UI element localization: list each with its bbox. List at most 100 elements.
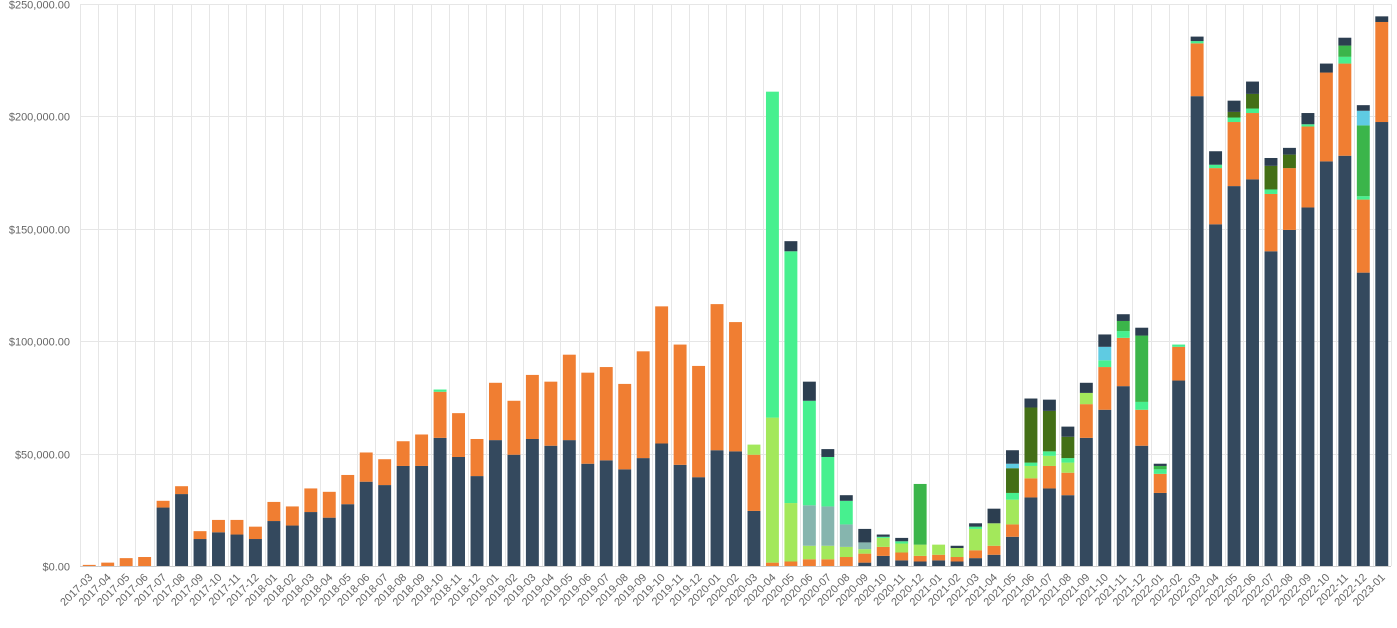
bar-segment [876,555,890,566]
bar-segment [1061,458,1075,463]
bar-segment [895,537,909,542]
bar-segment [525,438,539,566]
bar-segment [1042,399,1056,411]
bar-segment [784,241,798,252]
bar-segment [1079,404,1093,438]
bar-segment [895,560,909,566]
bar-segment [802,400,816,506]
bar-segment [821,506,835,546]
bar-segment [1375,122,1389,567]
bar-segment [1301,113,1315,125]
bar-segment [729,451,742,566]
bar-segment [212,519,225,533]
bar-segment [1246,108,1259,114]
bar-segment [1356,110,1370,126]
bar-segment [1061,462,1075,473]
bar-segment [618,469,632,566]
bar-segment [1190,36,1204,42]
bar-segment [1264,193,1278,252]
bar-segment [1282,229,1296,567]
bar-segment [858,528,872,543]
bar-segment [1172,380,1186,566]
bar-segment [525,374,539,439]
bar-segment [341,474,355,505]
bar-segment [1098,334,1112,347]
bar-segment [950,545,964,549]
bar-segment [655,306,669,444]
bar-segment [1098,409,1112,566]
bar-segment [470,476,484,566]
bar-segment [821,449,835,457]
bar-segment [470,438,484,477]
bar-segment [322,491,336,518]
bar-segment [1098,367,1112,410]
bar-segment [784,561,798,566]
bar-segment [1264,157,1278,166]
bar-segment [433,391,447,438]
bar-segment [1264,165,1278,190]
bar-segment [230,534,244,566]
bar-segment [655,443,669,566]
bar-segment [285,525,299,566]
bar-segment [1079,392,1093,405]
bar-segment [765,91,779,418]
bar-segment [913,555,927,562]
bar-segment [932,560,946,566]
bar-segment [1024,497,1038,566]
bar-segment [673,464,687,566]
bar-segment [489,440,502,566]
bar-segment [950,548,964,558]
bar-segment [156,507,170,566]
bar-segment [839,546,853,558]
bar-segment [969,526,983,529]
bar-segment [452,456,465,566]
bar-segment [1153,492,1167,566]
bar-segment [673,344,687,465]
bar-segment [932,544,946,555]
bar-segment [1079,382,1093,393]
bar-segment [839,524,853,547]
bar-segment [821,545,835,560]
bar-segment [193,539,207,566]
bar-segment [1246,179,1259,566]
bar-segment [544,445,558,566]
bar-segment [913,483,927,545]
bar-segment [507,400,521,455]
bar-segment [1209,164,1223,169]
bar-segment [1006,450,1019,464]
bar-segment [839,500,853,525]
bar-segment [636,351,650,459]
bar-segment [1135,401,1149,410]
bar-segment [895,543,909,553]
bar-segment [1319,72,1333,162]
bar-segment [101,562,115,566]
bar-segment [1264,189,1278,194]
bar-segment [950,561,964,566]
bar-segment [175,486,189,495]
bar-segment [1153,463,1167,466]
bar-segment [248,539,262,566]
bar-segment [618,383,632,470]
bar-segment [784,503,798,562]
y-tick-label: $250,000.00 [9,0,70,12]
bar-segment [396,465,410,566]
bar-segment [1190,96,1204,567]
bar-segment [1006,499,1019,525]
bar-segment [747,510,761,566]
y-tick-label: $50,000.00 [15,450,70,462]
bar-segment [1006,524,1019,537]
bar-segment [1375,16,1389,22]
bar-segment [341,504,355,566]
bar-segment [1006,463,1019,469]
bar-segment [1061,495,1075,566]
bar-segment [913,544,927,556]
bar-segment [581,463,595,566]
bar-segment [1227,117,1241,123]
bar-segment [969,528,983,551]
bar-segment [876,546,890,556]
bar-segment [1024,462,1038,466]
bar-segment [1209,151,1223,165]
bar-segment [784,251,798,504]
bar-segment [895,541,909,544]
bar-segment [1042,455,1056,466]
